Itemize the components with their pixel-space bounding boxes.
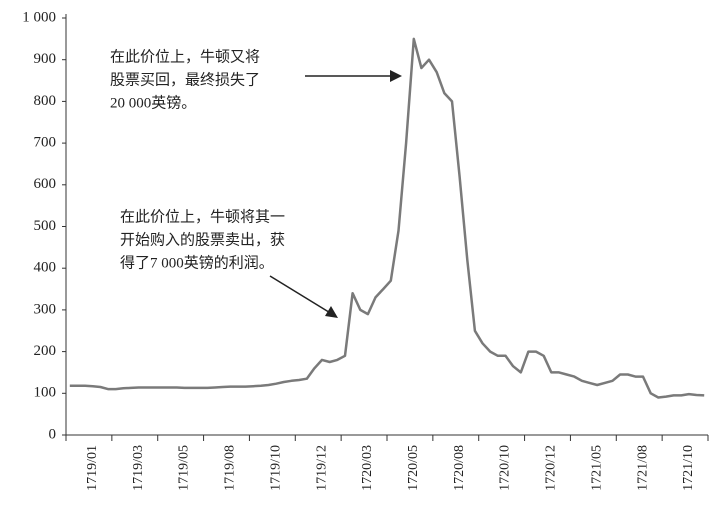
x-tick-label: 1721/10 (681, 445, 696, 491)
y-tick-label: 400 (34, 260, 57, 276)
x-tick-label: 1720/10 (498, 445, 513, 491)
x-tick-label: 1720/03 (360, 445, 375, 491)
y-tick-label: 100 (34, 385, 57, 401)
x-tick-label: 1719/03 (131, 445, 146, 491)
y-tick-label: 700 (34, 135, 57, 151)
x-tick-label: 1721/05 (589, 445, 604, 491)
y-tick-label: 600 (34, 176, 57, 192)
x-tick-label: 1720/05 (406, 445, 421, 491)
x-tick-label: 1719/12 (314, 445, 329, 491)
annotation-text: 在此价位上，牛顿将其一 (120, 208, 285, 225)
x-tick-label: 1720/08 (452, 445, 467, 491)
y-tick-label: 300 (34, 301, 57, 317)
annotation-text: 20 000英镑。 (110, 93, 196, 111)
y-tick-label: 800 (34, 93, 57, 109)
y-tick-label: 200 (34, 343, 57, 359)
price-line (69, 37, 705, 399)
x-tick-label: 1719/08 (223, 445, 238, 491)
x-tick-label: 1719/10 (268, 445, 283, 491)
y-tick-label: 500 (34, 218, 57, 234)
arrow-head (390, 70, 402, 82)
x-tick-label: 1719/01 (85, 445, 100, 491)
x-tick-label: 1719/05 (177, 445, 192, 491)
x-tick-label: 1720/12 (544, 445, 559, 491)
arrow-head (325, 306, 338, 318)
annotation-text: 股票买回，最终损失了 (110, 71, 260, 88)
annotation-text: 在此价位上，牛顿又将 (110, 48, 260, 65)
x-tick-label: 1721/08 (635, 445, 650, 491)
y-tick-label: 900 (34, 51, 57, 67)
annotation-arrow (269, 275, 333, 315)
y-tick-label: 1 000 (22, 9, 56, 25)
y-tick-label: 0 (49, 426, 57, 442)
annotation-text: 开始购入的股票卖出，获 (120, 231, 285, 248)
annotation-text: 得了7 000英镑的利润。 (120, 253, 274, 271)
